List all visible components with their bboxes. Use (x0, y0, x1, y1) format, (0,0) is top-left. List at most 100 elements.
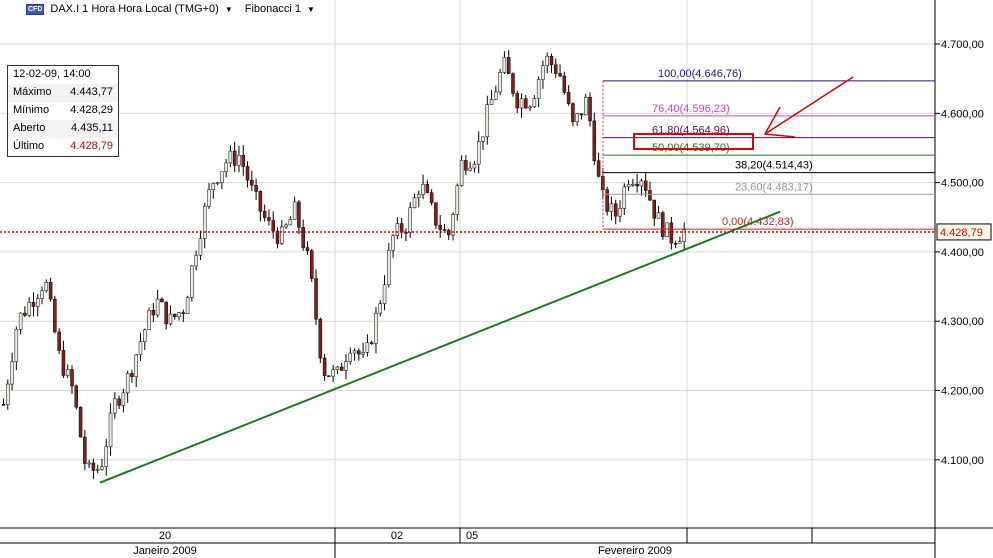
candle (130, 373, 134, 377)
candle (357, 350, 361, 355)
y-tick-label: 4.500,00 (941, 178, 984, 190)
info-label: Mínimo (13, 104, 50, 116)
info-row-last: Último 4.428,79 (8, 138, 118, 156)
candle (399, 223, 404, 233)
candle (348, 352, 353, 362)
candle (511, 73, 515, 94)
candle (232, 150, 237, 166)
candle (485, 104, 490, 138)
candle (374, 312, 378, 344)
candle (536, 79, 541, 99)
fib-label: 38,20(4.514,43) (735, 160, 813, 172)
candle (48, 282, 53, 300)
info-value: 4.428,79 (70, 140, 113, 152)
annotation-arrow (764, 76, 854, 135)
candle (592, 120, 597, 161)
candle (271, 220, 275, 232)
candle (382, 284, 387, 304)
candle (310, 250, 314, 279)
candle (665, 222, 669, 238)
candle (280, 226, 284, 244)
candle (682, 229, 686, 242)
candle (498, 72, 502, 93)
candle (421, 184, 425, 195)
candle (104, 446, 108, 467)
y-tick-label: 4.300,00 (941, 316, 984, 328)
candle (138, 341, 143, 356)
candle (481, 136, 485, 142)
y-tick-label: 4.400,00 (941, 247, 984, 259)
candle (524, 98, 528, 109)
fib-label: 23,60(4.483,17) (735, 181, 813, 193)
candle (579, 113, 584, 116)
candle (151, 310, 156, 316)
candle (339, 366, 344, 371)
candle (314, 278, 318, 320)
candle (322, 357, 327, 376)
candle (352, 350, 357, 354)
info-value: 4.428,29 (70, 104, 113, 116)
candle (237, 155, 241, 166)
fib-label: 0,00(4.432,83) (722, 216, 794, 228)
candle (168, 313, 173, 325)
info-row-open: Aberto 4.435,11 (8, 120, 118, 138)
candle (245, 166, 250, 181)
info-date: 12-02-09, 14:00 (8, 66, 118, 84)
candle (65, 369, 70, 376)
candle (549, 55, 554, 66)
candle (57, 331, 61, 351)
candle (635, 183, 639, 187)
info-value: 4.443,77 (70, 86, 113, 98)
candle (648, 190, 652, 201)
candle (78, 406, 83, 438)
candle (40, 290, 44, 299)
candle (489, 99, 494, 105)
last-price-box (936, 223, 992, 241)
info-row-low: Mínimo 4.428,29 (8, 102, 118, 120)
candle (284, 224, 288, 228)
candle (464, 160, 468, 171)
y-tick-label: 4.100,00 (941, 455, 984, 467)
candle (202, 205, 207, 239)
candle (254, 185, 258, 192)
x-month-label: Janeiro 2009 (133, 545, 197, 557)
candle (626, 184, 631, 188)
candle (476, 141, 481, 165)
candle (327, 375, 331, 377)
candle (506, 57, 511, 74)
study-label[interactable]: Fibonacci 1 (244, 3, 301, 15)
candle (181, 312, 186, 314)
candle (408, 207, 412, 233)
candle (631, 183, 635, 186)
candle (558, 73, 562, 77)
study-dropdown-icon[interactable]: ▼ (307, 4, 315, 14)
candle (18, 312, 23, 330)
candle (344, 361, 348, 371)
candle (494, 91, 498, 100)
highlight-box (633, 133, 754, 150)
candle (1, 404, 6, 406)
instrument-dropdown-icon[interactable]: ▼ (224, 4, 233, 14)
candle (262, 211, 267, 218)
candle (562, 75, 567, 93)
candle (434, 202, 438, 226)
cfd-badge: CFD (26, 3, 45, 15)
candle (125, 373, 130, 394)
candle (639, 180, 644, 187)
candle (584, 96, 588, 116)
candle (331, 369, 335, 377)
candle (678, 241, 682, 244)
candle (117, 398, 121, 406)
candle (95, 469, 100, 471)
chart-header: CFD DAX.I 1 Hora Hora Local (TMG+0) ▼ Fi… (26, 3, 315, 15)
y-tick-label: 4.700,00 (941, 39, 984, 51)
candle (228, 150, 233, 164)
candle (643, 180, 648, 191)
instrument-label[interactable]: DAX.I 1 Hora Hora Local (TMG+0) (50, 3, 219, 15)
candle (177, 312, 181, 318)
candle (301, 227, 305, 248)
candle (412, 197, 417, 208)
candle (87, 462, 91, 465)
